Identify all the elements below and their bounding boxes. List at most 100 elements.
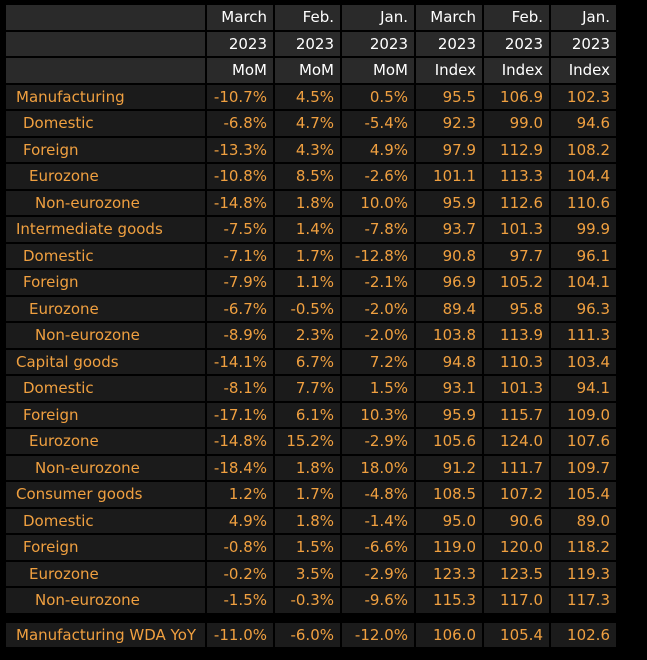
header-row: MoM MoM MoM Index Index Index	[6, 58, 616, 83]
value-cell: -12.8%	[342, 243, 414, 268]
value-cell: 4.3%	[275, 137, 340, 162]
table-row: Eurozone -6.7% -0.5% -2.0% 89.4 95.8 96.3	[6, 296, 616, 321]
value-cell: -2.9%	[342, 429, 414, 454]
row-label: Foreign	[6, 270, 205, 295]
value-cell: 95.8	[484, 296, 549, 321]
separator-cell	[484, 614, 549, 621]
value-cell: 1.2%	[207, 482, 273, 507]
row-label: Eurozone	[6, 296, 205, 321]
value-cell: -2.6%	[342, 164, 414, 189]
value-cell: -8.9%	[207, 323, 273, 348]
row-label: Non-eurozone	[6, 455, 205, 480]
value-cell: -4.8%	[342, 482, 414, 507]
value-cell: -2.1%	[342, 270, 414, 295]
value-cell: -17.1%	[207, 402, 273, 427]
table-row: Intermediate goods -7.5% 1.4% -7.8% 93.7 101.…	[6, 217, 616, 242]
value-cell: 4.5%	[275, 84, 340, 109]
value-cell: 111.3	[551, 323, 616, 348]
value-cell: 96.9	[416, 270, 482, 295]
value-cell: 119.3	[551, 561, 616, 586]
value-cell: 93.7	[416, 217, 482, 242]
value-cell: 108.2	[551, 137, 616, 162]
column-header-cell: Jan.	[551, 5, 616, 30]
column-header-cell: MoM	[342, 58, 414, 83]
value-cell: 115.7	[484, 402, 549, 427]
value-cell: 119.0	[416, 535, 482, 560]
value-cell: 95.0	[416, 508, 482, 533]
value-cell: 3.5%	[275, 561, 340, 586]
column-header-cell: Index	[551, 58, 616, 83]
value-cell: -14.1%	[207, 349, 273, 374]
table-row: Foreign -0.8% 1.5% -6.6% 119.0 120.0 118.2	[6, 535, 616, 560]
row-label: Intermediate goods	[6, 217, 205, 242]
header-corner-cell	[6, 31, 205, 56]
value-cell: 111.7	[484, 455, 549, 480]
value-cell: 18.0%	[342, 455, 414, 480]
value-cell: 8.5%	[275, 164, 340, 189]
table-row: Eurozone -14.8% 15.2% -2.9% 105.6 124.0 107.6	[6, 429, 616, 454]
value-cell: 102.3	[551, 84, 616, 109]
value-cell: 113.3	[484, 164, 549, 189]
value-cell: 113.9	[484, 323, 549, 348]
value-cell: 109.0	[551, 402, 616, 427]
value-cell: -0.2%	[207, 561, 273, 586]
table-row: Foreign -13.3% 4.3% 4.9% 97.9 112.9 108.2	[6, 137, 616, 162]
value-cell: -6.7%	[207, 296, 273, 321]
value-cell: 94.1	[551, 376, 616, 401]
value-cell: 110.3	[484, 349, 549, 374]
value-cell: -7.1%	[207, 243, 273, 268]
row-label: Eurozone	[6, 429, 205, 454]
value-cell: 1.8%	[275, 508, 340, 533]
value-cell: -10.8%	[207, 164, 273, 189]
value-cell: 105.4	[551, 482, 616, 507]
value-cell: 96.3	[551, 296, 616, 321]
value-cell: 97.9	[416, 137, 482, 162]
table-row: Foreign -7.9% 1.1% -2.1% 96.9 105.2 104.1	[6, 270, 616, 295]
value-cell: 108.5	[416, 482, 482, 507]
value-cell: 106.0	[416, 622, 482, 647]
value-cell: 109.7	[551, 455, 616, 480]
value-cell: 15.2%	[275, 429, 340, 454]
row-label: Non-eurozone	[6, 588, 205, 613]
column-header-cell: Feb.	[484, 5, 549, 30]
value-cell: -0.8%	[207, 535, 273, 560]
value-cell: 95.9	[416, 190, 482, 215]
value-cell: 97.7	[484, 243, 549, 268]
value-cell: 10.3%	[342, 402, 414, 427]
table-row: Foreign -17.1% 6.1% 10.3% 95.9 115.7 109.0	[6, 402, 616, 427]
column-header-cell: 2023	[207, 31, 273, 56]
value-cell: -1.5%	[207, 588, 273, 613]
value-cell: -2.0%	[342, 323, 414, 348]
row-label: Domestic	[6, 376, 205, 401]
column-header-cell: 2023	[484, 31, 549, 56]
value-cell: 89.0	[551, 508, 616, 533]
separator-cell	[275, 614, 340, 621]
header-corner-cell	[6, 5, 205, 30]
column-header-cell: Jan.	[342, 5, 414, 30]
value-cell: 4.7%	[275, 111, 340, 136]
row-label: Non-eurozone	[6, 190, 205, 215]
value-cell: 1.8%	[275, 455, 340, 480]
table-row: Domestic 4.9% 1.8% -1.4% 95.0 90.6 89.0	[6, 508, 616, 533]
row-label: Domestic	[6, 508, 205, 533]
value-cell: -14.8%	[207, 190, 273, 215]
value-cell: 117.3	[551, 588, 616, 613]
value-cell: 1.7%	[275, 482, 340, 507]
column-header-cell: 2023	[416, 31, 482, 56]
separator-cell	[6, 614, 205, 621]
value-cell: 105.4	[484, 622, 549, 647]
value-cell: 94.8	[416, 349, 482, 374]
value-cell: -2.0%	[342, 296, 414, 321]
value-cell: -8.1%	[207, 376, 273, 401]
value-cell: -0.3%	[275, 588, 340, 613]
row-label: Consumer goods	[6, 482, 205, 507]
value-cell: 90.8	[416, 243, 482, 268]
column-header-cell: Index	[416, 58, 482, 83]
header-corner-cell	[6, 58, 205, 83]
separator-cell	[551, 614, 616, 621]
value-cell: -6.8%	[207, 111, 273, 136]
row-label: Eurozone	[6, 561, 205, 586]
value-cell: -5.4%	[342, 111, 414, 136]
value-cell: 92.3	[416, 111, 482, 136]
